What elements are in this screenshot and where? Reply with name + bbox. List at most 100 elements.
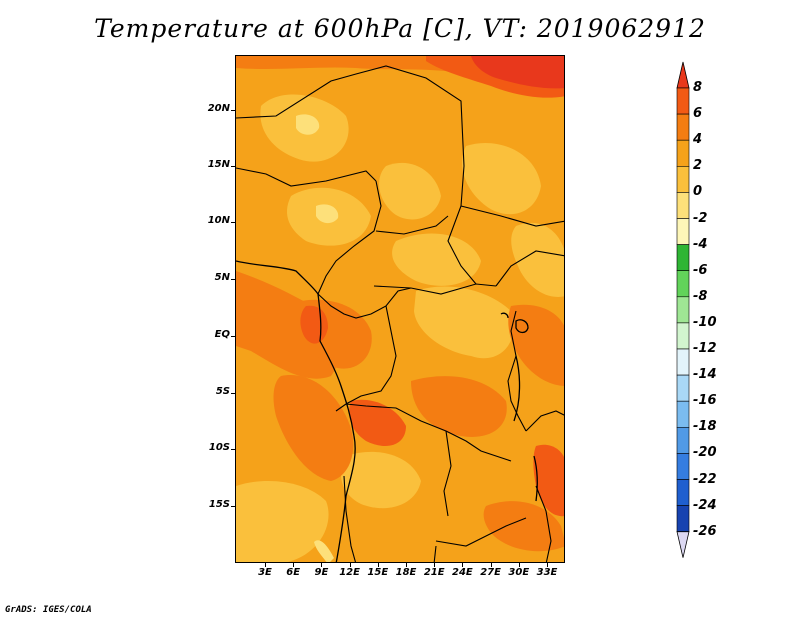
lake-malawi bbox=[533, 455, 538, 502]
hot-region-angola-coast bbox=[349, 399, 406, 446]
lat-tick-mark bbox=[231, 279, 236, 280]
cool-region-sudan bbox=[462, 142, 541, 215]
colorbar-label: -16 bbox=[693, 393, 717, 409]
colorbar-label: -2 bbox=[693, 210, 708, 226]
colorbar-label: -12 bbox=[693, 341, 717, 356]
lake-victoria bbox=[515, 319, 529, 334]
colorbar-swatch bbox=[676, 505, 690, 533]
colorbar-swatch bbox=[676, 479, 690, 506]
warm-region-tanzania bbox=[508, 304, 564, 386]
colorbar-swatch bbox=[676, 348, 690, 376]
lon-tick-mark bbox=[265, 563, 266, 567]
lon-tick-label: 21E bbox=[423, 567, 445, 578]
lat-tick-mark bbox=[231, 449, 236, 450]
lon-tick-label: 24E bbox=[452, 567, 473, 578]
lon-tick-mark bbox=[377, 563, 379, 567]
border-namibia bbox=[433, 545, 437, 562]
colorbar-bottom-arrow bbox=[676, 531, 690, 558]
border-tanzania bbox=[525, 410, 564, 432]
warm-regions bbox=[236, 56, 564, 552]
lat-tick-label: 20N bbox=[207, 103, 230, 114]
very-cool-region-nigeria bbox=[316, 204, 339, 224]
colorbar-swatch bbox=[676, 426, 690, 454]
lat-tick-label: 10S bbox=[208, 442, 230, 453]
cool-region-congo-north bbox=[414, 286, 514, 359]
border-angola-east bbox=[343, 475, 357, 562]
colorbar-label: 2 bbox=[693, 158, 703, 174]
lon-tick-label: 12E bbox=[339, 567, 360, 578]
border-cameroon bbox=[317, 180, 382, 295]
lake-kivu bbox=[500, 312, 509, 319]
temperature-map bbox=[235, 55, 565, 563]
map-title: Temperature at 600hPa [C], VT: 201906291… bbox=[94, 14, 706, 43]
border-ethiopia bbox=[460, 205, 564, 227]
lon-tick-label: 6E bbox=[286, 567, 301, 578]
cool-region-ethiopia bbox=[511, 222, 564, 297]
colorbar-label: -10 bbox=[693, 314, 717, 330]
very-cool-region-sahara bbox=[296, 114, 320, 135]
lat-tick-label: 15S bbox=[208, 499, 230, 510]
warm-region-kasai bbox=[411, 376, 507, 437]
lon-tick-label: 27E bbox=[480, 567, 501, 578]
colorbar-top-arrow bbox=[676, 61, 690, 89]
colorbar-label: -14 bbox=[693, 367, 717, 383]
lon-tick-mark bbox=[434, 563, 436, 567]
lon-tick-mark bbox=[547, 563, 548, 567]
grads-credit: GrADS: IGES/COLA bbox=[5, 605, 92, 615]
colorbar-swatch bbox=[676, 453, 690, 480]
lat-tick-mark bbox=[231, 393, 236, 394]
colorbar-label: 6 bbox=[693, 106, 703, 122]
lat-tick-label: 5S bbox=[215, 386, 230, 397]
border-mozambique bbox=[535, 485, 552, 562]
cool-regions bbox=[236, 94, 564, 562]
lat-tick-mark bbox=[231, 506, 236, 507]
very-cool-region-southwest bbox=[314, 540, 334, 562]
lon-tick-mark bbox=[293, 563, 295, 567]
border-angola-zambia bbox=[443, 430, 452, 517]
colorbar-label: 4 bbox=[693, 132, 703, 148]
very-cool-regions bbox=[296, 114, 339, 562]
hottest-region-northeast-corner bbox=[471, 56, 564, 89]
lon-tick-label: 33E bbox=[536, 567, 558, 578]
colorbar-label: -24 bbox=[693, 497, 717, 513]
border-car-north bbox=[375, 215, 449, 235]
lat-tick-mark bbox=[231, 166, 236, 167]
border-niger-nigeria bbox=[236, 167, 377, 187]
cool-region-central-african bbox=[392, 233, 481, 286]
lon-tick-mark bbox=[406, 563, 407, 567]
border-sahara bbox=[236, 65, 465, 167]
lon-tick-mark bbox=[490, 563, 492, 567]
warm-region-congo-coast bbox=[273, 375, 354, 481]
colorbar-label: -22 bbox=[693, 471, 717, 487]
lat-tick-label: EQ bbox=[214, 329, 230, 340]
colorbar-swatch bbox=[676, 139, 690, 167]
colorbar-swatch bbox=[676, 244, 690, 272]
lon-tick-mark bbox=[349, 563, 351, 567]
lat-tick-mark bbox=[231, 110, 236, 111]
colorbar-swatch bbox=[676, 270, 690, 298]
cool-region-zambia bbox=[341, 451, 421, 509]
colorbar-label: -26 bbox=[693, 523, 717, 539]
colorbar-swatch bbox=[676, 87, 690, 115]
colorbar-label: -20 bbox=[693, 445, 717, 461]
country-borders bbox=[236, 65, 564, 562]
colorbar-swatch bbox=[676, 218, 690, 245]
lon-tick-label: 18E bbox=[395, 567, 417, 578]
colorbar-label: -6 bbox=[693, 262, 708, 278]
lon-tick-mark bbox=[462, 563, 464, 567]
coastline-and-lakes bbox=[236, 260, 538, 562]
colorbar-label: 0 bbox=[693, 184, 703, 200]
lon-tick-label: 3E bbox=[258, 567, 272, 578]
lon-tick-mark bbox=[321, 563, 323, 567]
colorbar-swatch bbox=[676, 192, 690, 219]
colorbar-swatch bbox=[676, 296, 690, 324]
border-sudan-east bbox=[495, 250, 564, 287]
lon-tick-label: 15E bbox=[367, 567, 389, 578]
border-congo bbox=[317, 287, 412, 319]
lat-tick-label: 10N bbox=[207, 215, 230, 226]
border-drc-north bbox=[335, 305, 397, 412]
border-chad-sudan bbox=[447, 165, 477, 285]
lat-tick-label: 5N bbox=[214, 272, 230, 283]
colorbar-bar bbox=[676, 61, 690, 558]
colorbar-label: -4 bbox=[693, 236, 708, 252]
